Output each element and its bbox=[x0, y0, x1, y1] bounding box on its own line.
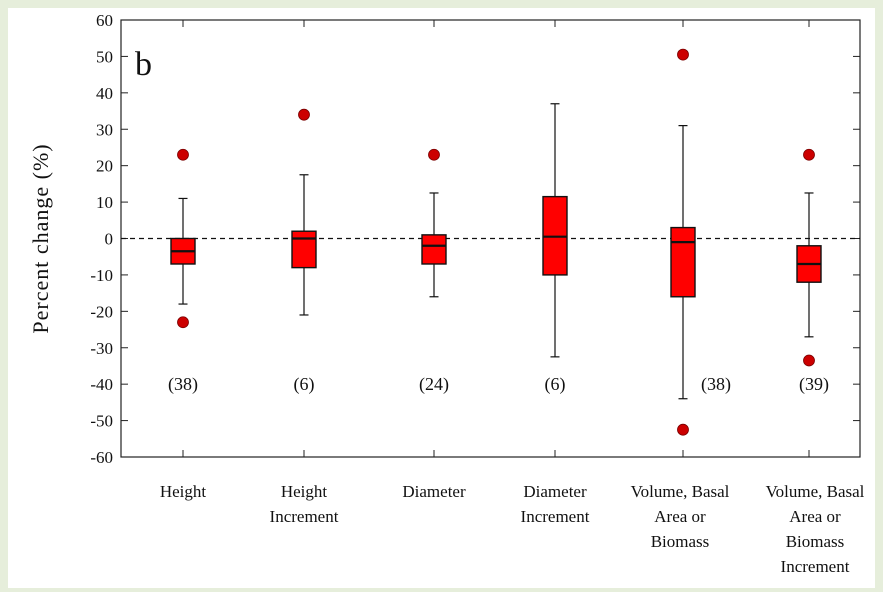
category-label: Height bbox=[281, 482, 328, 501]
y-tick-label: -10 bbox=[90, 266, 113, 285]
box-iqr bbox=[670, 226, 696, 298]
chart-frame: b Percent change (%) 60 50 40 30 20 10 0 -10 -20… bbox=[8, 8, 875, 588]
category-label: Area or bbox=[654, 507, 706, 526]
y-tick-label: -60 bbox=[90, 448, 113, 467]
y-tick-label: -30 bbox=[90, 339, 113, 358]
y-tick-label: 0 bbox=[105, 230, 114, 249]
outlier-point bbox=[803, 354, 815, 367]
sample-size-label: (38) bbox=[168, 374, 198, 395]
category-label: Area or bbox=[789, 507, 841, 526]
y-tick-label: 60 bbox=[96, 11, 113, 30]
y-tick-label: -50 bbox=[90, 412, 113, 431]
panel-label: b bbox=[135, 46, 152, 83]
outlier-point bbox=[298, 108, 310, 121]
sample-size-label: (6) bbox=[294, 374, 315, 395]
y-tick-label: 30 bbox=[96, 120, 113, 139]
outlier-point bbox=[428, 148, 440, 161]
category-label: Height bbox=[160, 482, 207, 501]
outlier-point bbox=[803, 148, 815, 161]
y-tick-label: -40 bbox=[90, 375, 113, 394]
box-iqr bbox=[421, 234, 447, 265]
sample-size-label: (39) bbox=[799, 374, 829, 395]
category-label: Volume, Basal bbox=[631, 482, 730, 501]
sample-size-label: (38) bbox=[701, 374, 731, 395]
category-label: Biomass bbox=[786, 532, 845, 551]
category-label: Increment bbox=[781, 557, 850, 576]
category-label: Diameter bbox=[523, 482, 587, 501]
category-label: Volume, Basal bbox=[766, 482, 865, 501]
category-label: Biomass bbox=[651, 532, 710, 551]
y-tick-label: 10 bbox=[96, 193, 113, 212]
y-tick-label: 50 bbox=[96, 47, 113, 66]
y-axis-label: Percent change (%) bbox=[28, 143, 53, 333]
y-tick-label: 40 bbox=[96, 84, 113, 103]
category-label: Diameter bbox=[402, 482, 466, 501]
box-plot-chart: b Percent change (%) 60 50 40 30 20 10 0 -10 -20… bbox=[28, 11, 865, 576]
sample-size-label: (6) bbox=[545, 374, 566, 395]
y-tick-label: -20 bbox=[90, 302, 113, 321]
outlier-point bbox=[677, 423, 689, 436]
y-tick-label: 20 bbox=[96, 157, 113, 176]
box-iqr bbox=[291, 230, 317, 269]
outlier-point bbox=[177, 148, 189, 161]
outlier-point bbox=[677, 48, 689, 61]
category-label: Increment bbox=[270, 507, 339, 526]
outlier-point bbox=[177, 316, 189, 329]
sample-size-label: (24) bbox=[419, 374, 449, 395]
category-label: Increment bbox=[521, 507, 590, 526]
